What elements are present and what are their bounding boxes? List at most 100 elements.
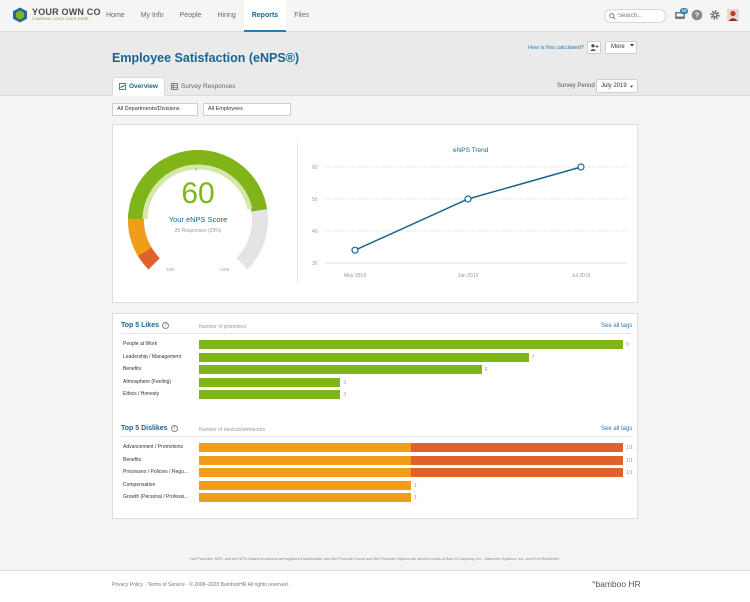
people-icon: [590, 44, 599, 51]
enps-score-label: Your eNPS Score: [168, 215, 228, 224]
share-button[interactable]: [587, 41, 601, 54]
promoter-bar[interactable]: [199, 340, 623, 349]
trend-point[interactable]: [464, 195, 472, 203]
row-label: Compensation: [123, 481, 156, 488]
row-label: Leadership / Management: [123, 353, 182, 360]
row-label: Processes / Policies / Regu...: [123, 469, 189, 475]
search-icon: [609, 13, 616, 20]
y-tick-label: 30: [312, 261, 318, 267]
promoter-bar[interactable]: [199, 365, 482, 374]
row-label: Benefits: [123, 366, 142, 372]
row-label: Advancement / Promotions: [123, 444, 184, 450]
department-filter[interactable]: All Departments/Divisions: [112, 103, 198, 116]
neutral-bar[interactable]: [199, 455, 411, 465]
trend-chart-title: eNPS Trend: [453, 147, 489, 154]
bar-value: 3: [343, 392, 347, 398]
trend-point[interactable]: [351, 246, 359, 254]
footer-links[interactable]: Privacy Policy · Terms of Service · © 20…: [112, 582, 289, 588]
bar-value: 1: [414, 482, 417, 489]
promoter-bar[interactable]: [199, 390, 341, 399]
card-divider: [297, 143, 298, 283]
chart-icon: [119, 83, 126, 90]
neutral-bar[interactable]: [199, 480, 411, 490]
responses-count: 25 Responses (29%): [174, 228, 222, 234]
trend-point[interactable]: [577, 163, 585, 171]
x-tick-label: May 2018: [344, 273, 366, 279]
row-label: Ethics / Honesty: [123, 391, 160, 397]
promoter-bar[interactable]: [199, 352, 529, 362]
tab-overview-label: Overview: [129, 83, 158, 90]
bar-value: 3: [343, 379, 347, 386]
gauge-min-label: -100: [165, 267, 175, 272]
svg-text:?: ?: [695, 12, 699, 19]
enps-trend-chart: 60 50 40 30 May 2018 Jan 2019 Jul 2019: [312, 163, 627, 279]
logo-text: YOUR OWN CO: [32, 7, 101, 17]
gauge-zero-label: 0: [195, 167, 198, 172]
bar-value: 6: [484, 367, 488, 373]
info-icon[interactable]: ?: [162, 322, 169, 329]
dislikes-see-all-link[interactable]: See all tags: [601, 426, 633, 432]
trend-line: [354, 166, 582, 251]
more-button-label: More: [611, 44, 625, 50]
x-tick-label: Jan 2019: [458, 273, 479, 279]
nav-links: Home My Info People Hiring Reports Files: [98, 0, 317, 32]
bar-value: 1: [414, 495, 417, 501]
more-button[interactable]: More: [605, 41, 637, 54]
gear-icon[interactable]: [709, 9, 721, 21]
search-input[interactable]: [618, 11, 664, 21]
row-label: People at Work: [123, 341, 158, 347]
info-icon[interactable]: ?: [170, 425, 178, 432]
survey-period-select[interactable]: July 2019: [596, 79, 638, 93]
page-footer: Privacy Policy · Terms of Service · © 20…: [0, 570, 750, 602]
y-tick-label: 60: [312, 165, 318, 171]
employee-filter[interactable]: All Employees: [203, 103, 291, 116]
bamboohr-logo: °bamboo HR: [592, 579, 641, 589]
dislikes-subtitle: Number of neutrals/detractors: [199, 427, 266, 433]
detractor-bar[interactable]: [411, 455, 623, 465]
bar-value: 9: [626, 342, 629, 348]
how-calculated-link[interactable]: How is this calculated?: [528, 45, 584, 51]
nav-hiring[interactable]: Hiring: [217, 12, 236, 19]
nav-my-info[interactable]: My Info: [140, 12, 164, 19]
chevron-down-icon: [629, 85, 634, 88]
nav-files[interactable]: Files: [294, 12, 309, 19]
nav-people[interactable]: People: [179, 12, 202, 19]
bar-value: 1/1: [626, 470, 633, 476]
inbox-badge: 10: [680, 8, 689, 14]
top-nav: YOUR OWN CO COMPANY LOGO GOES HERE Home …: [0, 0, 750, 32]
dislikes-title: Top 5 Dislikes ?: [121, 425, 178, 432]
tab-overview[interactable]: Overview: [112, 77, 165, 96]
logo-tagline: COMPANY LOGO GOES HERE: [32, 17, 89, 21]
detractor-bar[interactable]: [411, 443, 623, 452]
trademark-footnote: Net Promoter, NPS, and the NPS-related e…: [190, 557, 560, 561]
bar-value: 1/1: [626, 457, 633, 464]
promoter-bar[interactable]: [199, 377, 341, 387]
neutral-bar[interactable]: [199, 443, 411, 452]
score-card: 0 -100 +100 60 Your eNPS Score 25 Respon…: [112, 124, 638, 303]
row-label: Benefits: [123, 456, 142, 463]
y-tick-label: 40: [312, 229, 318, 235]
likes-dislikes-card: Top 5 Likes ? Number of promoters See al…: [112, 313, 638, 519]
detractor-bar[interactable]: [411, 468, 623, 477]
row-label: Growth (Personal / Professi...: [123, 494, 189, 500]
help-icon[interactable]: ?: [691, 9, 703, 21]
bar-value: 1/1: [626, 445, 633, 451]
likes-see-all-link[interactable]: See all tags: [601, 323, 633, 329]
y-tick-label: 50: [312, 197, 318, 203]
neutral-bar[interactable]: [199, 468, 411, 477]
bar-value: 7: [531, 354, 535, 361]
tab-survey-responses[interactable]: Survey Responses: [165, 77, 242, 96]
likes-title-text: Top 5 Likes: [121, 322, 159, 329]
nav-reports[interactable]: Reports: [243, 0, 287, 32]
nav-home[interactable]: Home: [106, 12, 125, 19]
enps-gauge: [128, 150, 268, 270]
neutral-bar[interactable]: [199, 493, 411, 502]
survey-period-label: Survey Period: [557, 83, 595, 89]
search-box[interactable]: [604, 9, 666, 23]
likes-title: Top 5 Likes ?: [121, 322, 169, 329]
logo-hex-icon: [13, 7, 27, 23]
avatar[interactable]: [727, 9, 739, 21]
company-logo[interactable]: YOUR OWN CO COMPANY LOGO GOES HERE: [12, 7, 101, 23]
likes-subtitle: Number of promoters: [199, 324, 247, 330]
divider: [121, 436, 631, 437]
